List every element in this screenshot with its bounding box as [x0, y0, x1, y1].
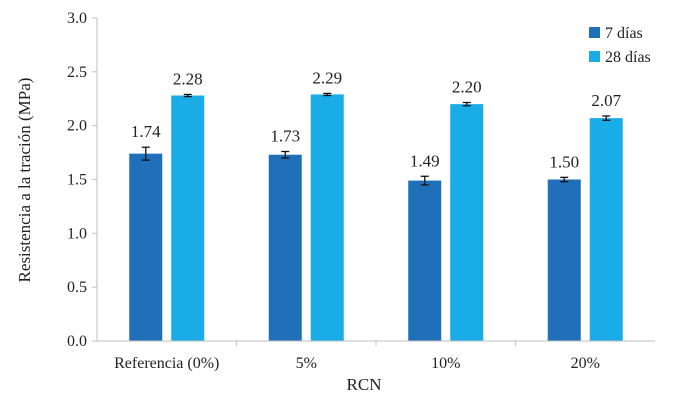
bar — [129, 154, 162, 341]
bar — [450, 104, 483, 341]
bars-layer — [129, 94, 623, 341]
data-labels-layer: 1.74 2.28 1.73 2.29 1.49 2.20 1.50 2.07 — [131, 68, 622, 171]
y-tick-label: 2.5 — [67, 64, 87, 81]
x-tick-label: Referencia (0%) — [114, 355, 219, 372]
data-label: 1.74 — [131, 122, 161, 141]
legend-swatch — [589, 51, 600, 62]
legend-label: 7 días — [605, 25, 643, 42]
data-label: 2.28 — [173, 69, 203, 88]
y-tick-label: 3.0 — [67, 10, 87, 27]
bar — [269, 155, 302, 341]
y-tick-label: 0.0 — [67, 333, 87, 350]
data-label: 2.20 — [452, 78, 482, 97]
y-axis-label: Resistencia a la tración (MPa) — [15, 78, 34, 283]
bar — [408, 181, 441, 341]
x-axis-label: RCN — [347, 375, 382, 394]
bar — [171, 96, 204, 341]
error-bars-layer — [142, 93, 611, 185]
data-label: 1.73 — [270, 127, 300, 146]
y-tick-label: 0.5 — [67, 279, 87, 296]
legend-label: 28 días — [605, 49, 651, 66]
y-tick-label: 2.0 — [67, 118, 87, 135]
y-tick-label: 1.0 — [67, 225, 87, 242]
data-label: 2.29 — [312, 68, 342, 87]
y-tick-label: 1.5 — [67, 172, 87, 189]
bar — [548, 180, 581, 342]
legend-swatch — [589, 27, 600, 38]
bar — [311, 94, 344, 341]
x-axis-ticks: Referencia (0%) 5% 10% 20% — [114, 341, 600, 372]
data-label: 1.49 — [410, 151, 440, 170]
x-tick-label: 20% — [571, 355, 600, 372]
data-label: 2.07 — [591, 91, 621, 110]
x-tick-label: 5% — [296, 355, 317, 372]
x-tick-label: 10% — [431, 355, 460, 372]
bar — [590, 118, 623, 341]
data-label: 1.50 — [549, 152, 579, 171]
legend: 7 días 28 días — [589, 25, 651, 66]
y-axis-ticks: 0.0 0.5 1.0 1.5 2.0 2.5 3.0 — [67, 10, 97, 350]
